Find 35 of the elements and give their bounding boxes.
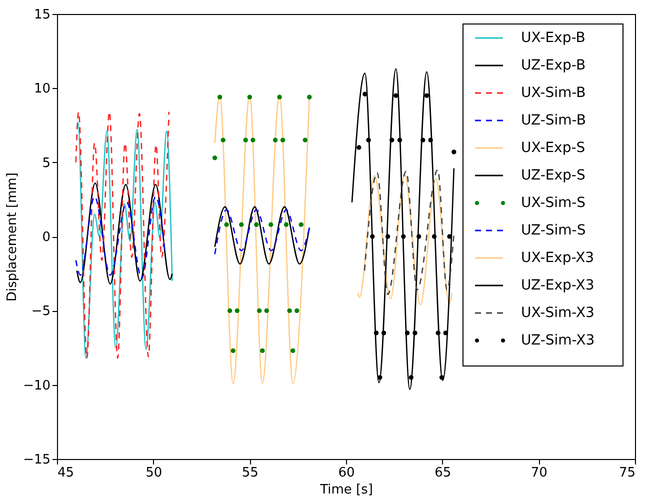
legend-label: UZ-Exp-X3 [521, 278, 594, 294]
line-series [214, 206, 310, 265]
legend-label: UZ-Sim-X3 [521, 332, 595, 348]
y-tick-label: 15 [34, 8, 50, 22]
x-tick-label: 55 [242, 466, 258, 480]
x-axis-title: Time [s] [319, 482, 373, 498]
legend-label: UZ-Exp-S [521, 168, 586, 184]
legend-label: UZ-Sim-S [521, 222, 586, 238]
y-tick-label: −10 [23, 378, 50, 394]
line-series [75, 196, 166, 279]
y-tick-label: 10 [34, 82, 50, 97]
x-tick-label: 50 [146, 466, 162, 480]
line-series [351, 68, 455, 390]
line-series [357, 174, 453, 306]
legend-label: UX-Exp-B [521, 30, 586, 46]
line-series [214, 209, 310, 255]
line-series [364, 169, 455, 295]
y-tick-label: −5 [31, 304, 50, 320]
legend-label: UX-Exp-S [521, 140, 586, 156]
x-tick-label: 65 [434, 466, 452, 480]
legend-label: UZ-Sim-B [521, 112, 586, 128]
x-tick-label: 75 [618, 466, 636, 480]
y-axis-title: Displacement [mm] [5, 172, 20, 302]
legend-label: UX-Exp-X3 [521, 250, 594, 266]
x-tick-label: 60 [338, 466, 355, 480]
legend-label: UX-Sim-X3 [521, 305, 594, 321]
legend-label: UZ-Exp-B [521, 58, 586, 74]
y-tick-label: 0 [42, 230, 50, 245]
x-tick-label: 70 [530, 466, 548, 480]
x-tick-label: 45 [58, 466, 74, 480]
legend-label: UX-Sim-B [521, 85, 586, 101]
y-tick-label: −15 [23, 452, 50, 468]
line-series [76, 182, 173, 285]
legend-label: UX-Sim-S [521, 195, 586, 211]
y-tick-label: 5 [42, 156, 50, 171]
